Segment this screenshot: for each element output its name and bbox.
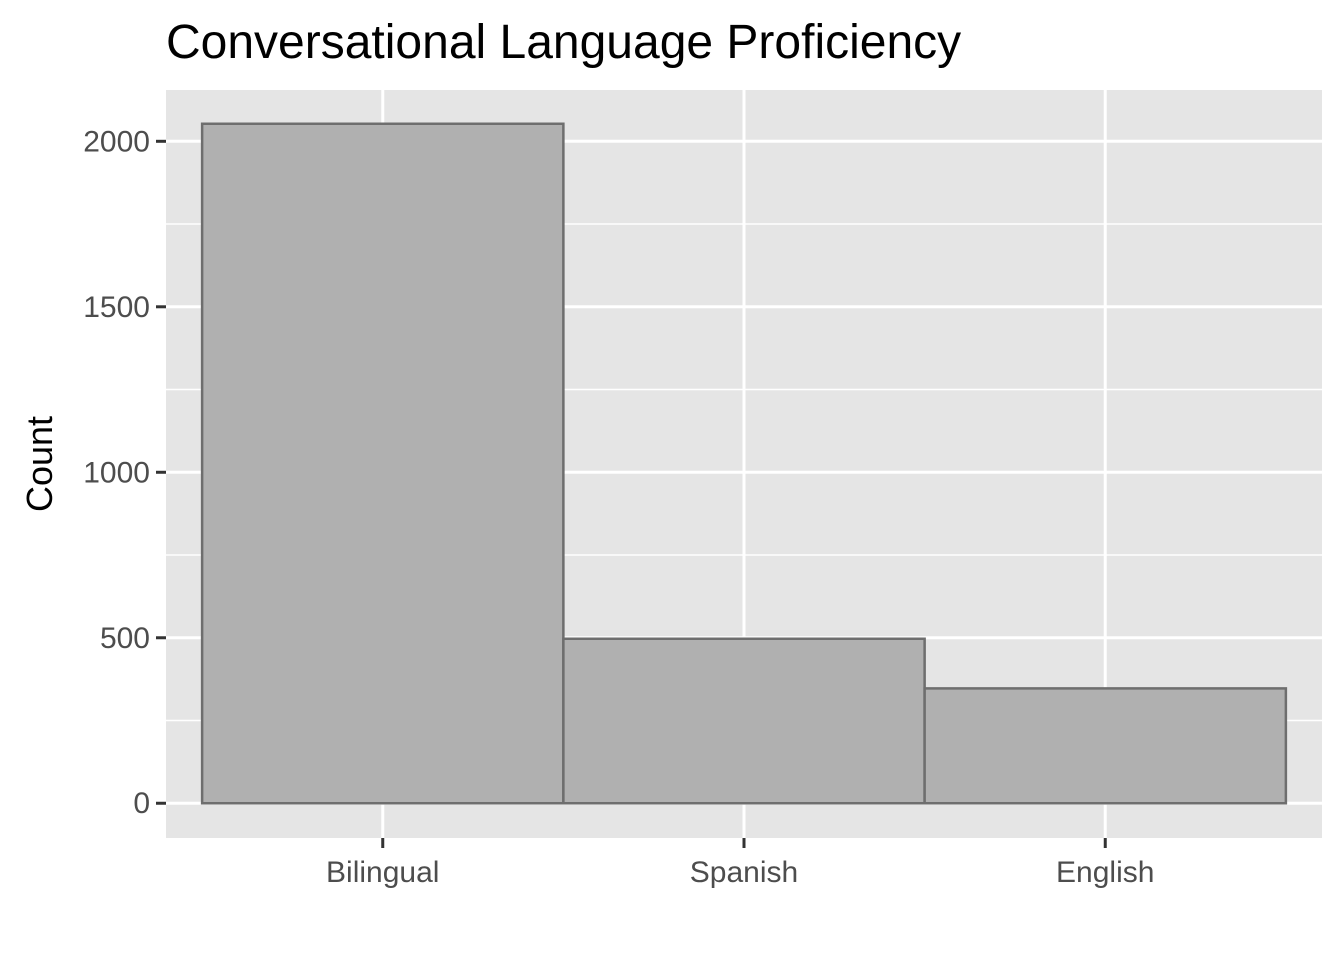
y-tick-label: 500	[100, 622, 150, 655]
bar-english	[923, 687, 1288, 805]
x-tick-label: Bilingual	[326, 856, 439, 889]
chart-title: Conversational Language Proficiency	[166, 16, 961, 69]
y-axis-title: Count	[19, 416, 60, 512]
x-axis: Bilingual Spanish English	[326, 838, 1154, 889]
y-tick-label: 0	[133, 787, 150, 820]
bar-spanish	[562, 637, 926, 805]
x-tick-label: English	[1056, 856, 1154, 889]
y-axis: 0 500 1000 1500 2000	[83, 125, 166, 820]
x-tick-label: Spanish	[690, 856, 798, 889]
bar-bilingual	[200, 122, 565, 805]
y-tick-label: 2000	[83, 125, 150, 158]
y-tick-label: 1000	[83, 456, 150, 489]
y-tick-label: 1500	[83, 291, 150, 324]
bars	[200, 122, 1288, 805]
